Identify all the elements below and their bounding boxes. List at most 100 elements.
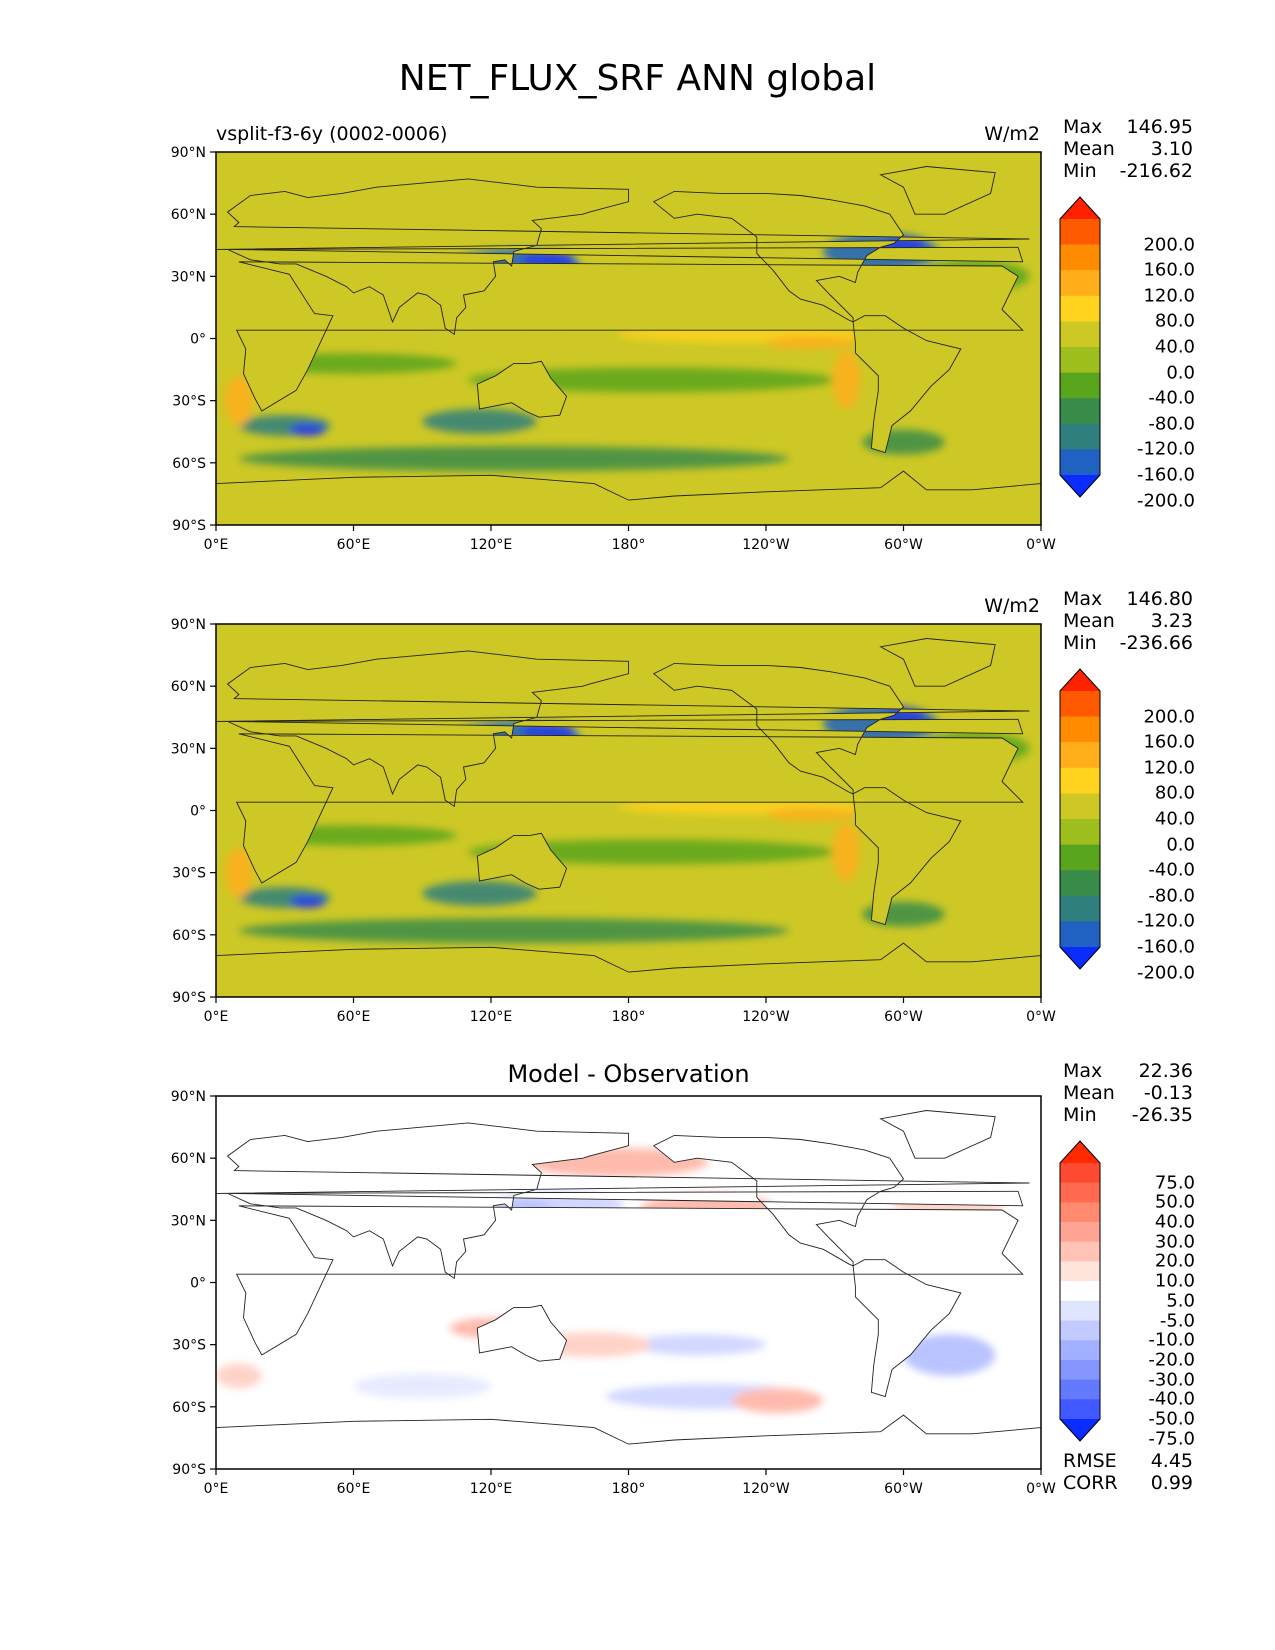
field-anomaly bbox=[536, 1332, 652, 1358]
colorbar-label: 200.0 bbox=[1143, 234, 1195, 256]
field-anomaly bbox=[225, 847, 253, 898]
colorbar-segment bbox=[1060, 372, 1100, 399]
colorbar-label: -160.0 bbox=[1136, 464, 1195, 486]
stat-min-value: -216.62 bbox=[1119, 160, 1193, 182]
lat-tick-label: 60°S bbox=[172, 928, 206, 944]
colorbar-label: 75.0 bbox=[1154, 1172, 1195, 1194]
stat-min-label: Min bbox=[1063, 160, 1097, 182]
lat-tick-label: 90°N bbox=[171, 617, 206, 633]
colorbar-label: -20.0 bbox=[1148, 1349, 1195, 1371]
field-anomaly bbox=[216, 1363, 262, 1389]
colorbar-label: 5.0 bbox=[1166, 1290, 1195, 1312]
field-anomaly bbox=[238, 446, 789, 472]
corr-label: CORR bbox=[1063, 1472, 1118, 1494]
colorbar-segment bbox=[1060, 321, 1100, 348]
lat-tick-label: 60°N bbox=[171, 679, 206, 695]
stat-mean-value: 3.10 bbox=[1150, 138, 1193, 160]
lat-tick-label: 30°N bbox=[171, 269, 206, 285]
colorbar-segment bbox=[1060, 398, 1100, 425]
colorbar-test bbox=[1059, 196, 1101, 498]
lon-tick-label: 0°E bbox=[204, 1009, 229, 1025]
rmse-label: RMSE bbox=[1063, 1450, 1117, 1472]
lat-tick-label: 90°S bbox=[172, 1462, 206, 1478]
panel-subtitle: Model - Observation bbox=[507, 1060, 750, 1088]
lat-tick-label: 90°N bbox=[171, 145, 206, 161]
case-label: vsplit-f3-6y (0002-0006) bbox=[216, 123, 448, 145]
colorbar-segment bbox=[1060, 1241, 1100, 1262]
coastlines bbox=[216, 166, 1041, 525]
lat-tick-label: 30°S bbox=[172, 394, 206, 410]
lon-tick-label: 180° bbox=[612, 537, 646, 553]
colorbar-segment bbox=[1060, 1340, 1100, 1361]
colorbar-segment bbox=[1060, 295, 1100, 322]
stat-max-value: 146.95 bbox=[1126, 116, 1193, 138]
colorbar-segment bbox=[1060, 449, 1100, 476]
colorbar-label: 40.0 bbox=[1154, 336, 1195, 358]
stat-min: Min -236.66 bbox=[1063, 632, 1193, 654]
colorbar-segment bbox=[1060, 1222, 1100, 1243]
colorbar-segment bbox=[1060, 423, 1100, 450]
panel-stats: Max 146.80 Mean 3.23 Min -236.66 bbox=[1063, 588, 1193, 654]
stat-mean-label: Mean bbox=[1063, 1082, 1115, 1104]
figure-title: NET_FLUX_SRF ANN global bbox=[398, 58, 877, 99]
stat-mean: Mean -0.13 bbox=[1063, 1082, 1193, 1104]
field-anomaly bbox=[766, 336, 858, 349]
lon-tick-label: 0°W bbox=[1026, 537, 1056, 553]
lon-tick-label: 0°W bbox=[1026, 1481, 1056, 1497]
lon-tick-label: 60°E bbox=[337, 537, 371, 553]
colorbar-diff bbox=[1059, 1140, 1101, 1442]
colorbar-label: 40.0 bbox=[1154, 1211, 1195, 1233]
colorbar-reference bbox=[1059, 668, 1101, 970]
colorbar-extend-bottom bbox=[1060, 1419, 1100, 1441]
stat-mean-value: 3.23 bbox=[1150, 610, 1193, 632]
field-anomaly bbox=[422, 408, 537, 434]
colorbar-label: 10.0 bbox=[1154, 1270, 1195, 1292]
panel-stats: Max 22.36 Mean -0.13 Min -26.35 bbox=[1063, 1060, 1193, 1126]
field-anomaly bbox=[422, 880, 537, 906]
colorbar-label: 0.0 bbox=[1166, 834, 1195, 856]
field-anomaly bbox=[628, 1334, 766, 1356]
stat-min-value: -26.35 bbox=[1131, 1104, 1193, 1126]
lat-tick-label: 30°S bbox=[172, 866, 206, 882]
colorbar-extend-top bbox=[1060, 669, 1100, 691]
colorbar-label: -75.0 bbox=[1148, 1428, 1195, 1450]
stat-mean: Mean 3.23 bbox=[1063, 610, 1193, 632]
stat-min: Min -26.35 bbox=[1063, 1104, 1193, 1126]
colorbar-segment bbox=[1060, 219, 1100, 246]
field-anomaly bbox=[289, 895, 326, 908]
stat-max: Max 22.36 bbox=[1063, 1060, 1193, 1082]
colorbar-label: 20.0 bbox=[1154, 1250, 1195, 1272]
stat-mean-label: Mean bbox=[1063, 138, 1115, 160]
stat-max-label: Max bbox=[1063, 116, 1103, 138]
stat-mean-label: Mean bbox=[1063, 610, 1115, 632]
field-anomaly bbox=[468, 839, 835, 865]
lat-tick-label: 0° bbox=[190, 1276, 206, 1292]
colorbar-extend-bottom bbox=[1060, 947, 1100, 969]
field-anomaly bbox=[766, 808, 858, 821]
stat-max: Max 146.80 bbox=[1063, 588, 1193, 610]
lat-tick-label: 0° bbox=[190, 804, 206, 820]
colorbar-extend-top bbox=[1060, 197, 1100, 219]
colorbar-label: 160.0 bbox=[1143, 259, 1195, 281]
lat-tick-label: 90°N bbox=[171, 1089, 206, 1105]
lat-tick-label: 60°N bbox=[171, 1151, 206, 1167]
colorbar-extend-bottom bbox=[1060, 475, 1100, 497]
lon-tick-label: 0°W bbox=[1026, 1009, 1056, 1025]
map-test: 90°N 60°N 30°N 0° 30°S 60°S 90°S 0°E 60°E 120°E 18… bbox=[171, 145, 1056, 553]
field-anomaly bbox=[731, 1388, 824, 1414]
lat-tick-label: 30°N bbox=[171, 1213, 206, 1229]
colorbar-label: 30.0 bbox=[1154, 1231, 1195, 1253]
coastlines bbox=[216, 1110, 1041, 1469]
colorbar-label: -40.0 bbox=[1148, 859, 1195, 881]
field-anomaly bbox=[289, 423, 326, 436]
colorbar-label: 120.0 bbox=[1143, 285, 1195, 307]
stat-max-label: Max bbox=[1063, 588, 1103, 610]
colorbar-segment bbox=[1060, 1320, 1100, 1341]
units-label: W/m2 bbox=[984, 595, 1040, 617]
field-anomaly bbox=[353, 1373, 491, 1399]
colorbar-segment bbox=[1060, 1261, 1100, 1282]
colorbar-label: -10.0 bbox=[1148, 1329, 1195, 1351]
stat-min: Min -216.62 bbox=[1063, 160, 1193, 182]
lon-tick-label: 180° bbox=[612, 1009, 646, 1025]
lon-tick-label: 120°W bbox=[742, 1009, 790, 1025]
